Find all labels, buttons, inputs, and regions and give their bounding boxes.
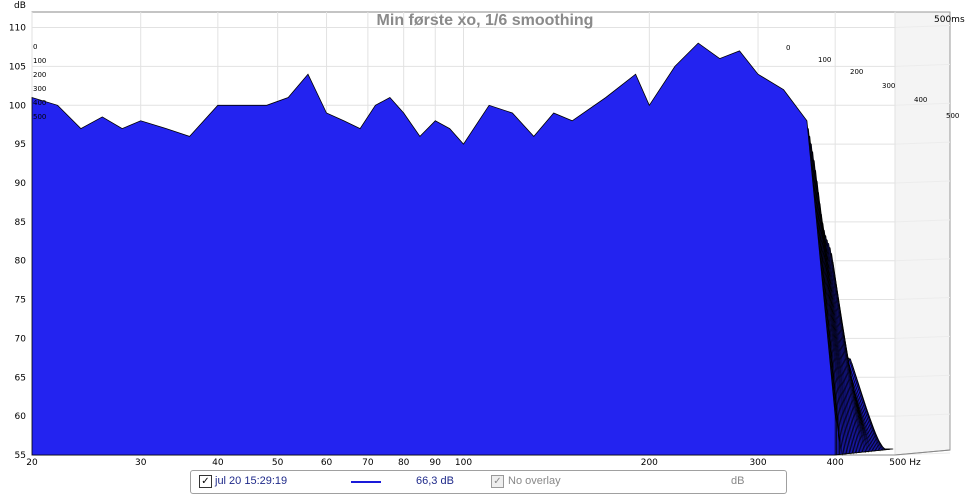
y-tick-label: 80	[15, 257, 27, 267]
y-tick-label: 75	[15, 296, 26, 306]
z-tick-label-left: 300	[33, 85, 46, 93]
z-tick-label-right: 100	[818, 56, 831, 64]
x-tick-label: 400	[827, 458, 844, 468]
series-value: 66,3 dB	[416, 475, 454, 487]
x-tick-label: 80	[398, 458, 410, 468]
x-tick-label: 500 Hz	[889, 458, 921, 468]
x-tick-label: 70	[362, 458, 374, 468]
grid-line-depth	[894, 297, 951, 301]
grid-line-depth	[894, 258, 951, 262]
y-tick-label: 55	[15, 451, 26, 461]
y-tick-label: 100	[9, 101, 26, 111]
grid-line-depth	[894, 141, 951, 145]
grid-line-depth	[894, 63, 951, 67]
x-tick-label: 200	[641, 458, 658, 468]
z-tick-label-left: 100	[33, 57, 46, 65]
z-tick-label-right: 500	[946, 112, 959, 120]
series-checkbox[interactable]: ✓	[199, 475, 212, 488]
y-tick-label: 85	[15, 218, 26, 228]
z-tick-label-right: 200	[850, 68, 863, 76]
y-tick-label: 95	[15, 140, 26, 150]
y-tick-label: 90	[15, 179, 27, 189]
waterfall-slices	[31, 42, 894, 456]
waterfall-slice	[31, 42, 836, 456]
series-label: jul 20 15:29:19	[215, 475, 288, 487]
grid-line-depth	[894, 374, 951, 378]
y-axis-label: dB	[14, 1, 26, 11]
grid-line-depth	[894, 25, 951, 29]
z-axis-label: 500ms	[934, 15, 965, 25]
waterfall-chart: 55 60 65 70 75 80 85 90 95 100 105 110 20 30 40 50 60 70 8…	[9, 1, 965, 468]
overlay-checkbox[interactable]: ✓	[491, 475, 504, 488]
z-tick-label-left: 400	[33, 99, 46, 107]
z-tick-label-left: 0	[33, 43, 37, 51]
chart-title: Min første xo, 1/6 smoothing	[377, 12, 594, 29]
grid-line-depth	[894, 180, 951, 184]
z-tick-label-right: 400	[914, 96, 927, 104]
grid-line-depth	[894, 413, 951, 417]
z-tick-label-left: 500	[33, 113, 46, 121]
x-tick-label: 20	[26, 458, 38, 468]
legend-bar: ✓ jul 20 15:29:19 66,3 dB ✓ No overlay d…	[190, 470, 787, 494]
grid-line-depth	[894, 335, 951, 339]
z-tick-label-left: 200	[33, 71, 46, 79]
z-tick-label-right: 0	[786, 44, 790, 52]
y-tick-label: 60	[15, 412, 27, 422]
series-line-swatch	[351, 481, 381, 483]
floor-depth-line	[894, 449, 951, 456]
x-tick-label: 100	[455, 458, 472, 468]
x-tick-label: 300	[749, 458, 766, 468]
x-tick-label: 30	[135, 458, 147, 468]
y-tick-label: 65	[15, 373, 26, 383]
grid-line-depth	[894, 102, 951, 106]
x-tick-label: 90	[430, 458, 442, 468]
overlay-unit: dB	[731, 475, 745, 487]
x-tick-label: 50	[272, 458, 284, 468]
axes: 55 60 65 70 75 80 85 90 95 100 105 110 20 30 40 50 60 70 8…	[9, 24, 960, 468]
z-tick-label-right: 300	[882, 82, 895, 90]
y-tick-label: 105	[9, 62, 26, 72]
x-tick-label: 60	[321, 458, 333, 468]
y-tick-label: 110	[9, 24, 26, 34]
depth-panel	[894, 11, 951, 456]
grid-line-depth	[894, 219, 951, 223]
y-tick-label: 70	[15, 334, 27, 344]
overlay-label: No overlay	[508, 475, 561, 487]
x-tick-label: 40	[212, 458, 224, 468]
